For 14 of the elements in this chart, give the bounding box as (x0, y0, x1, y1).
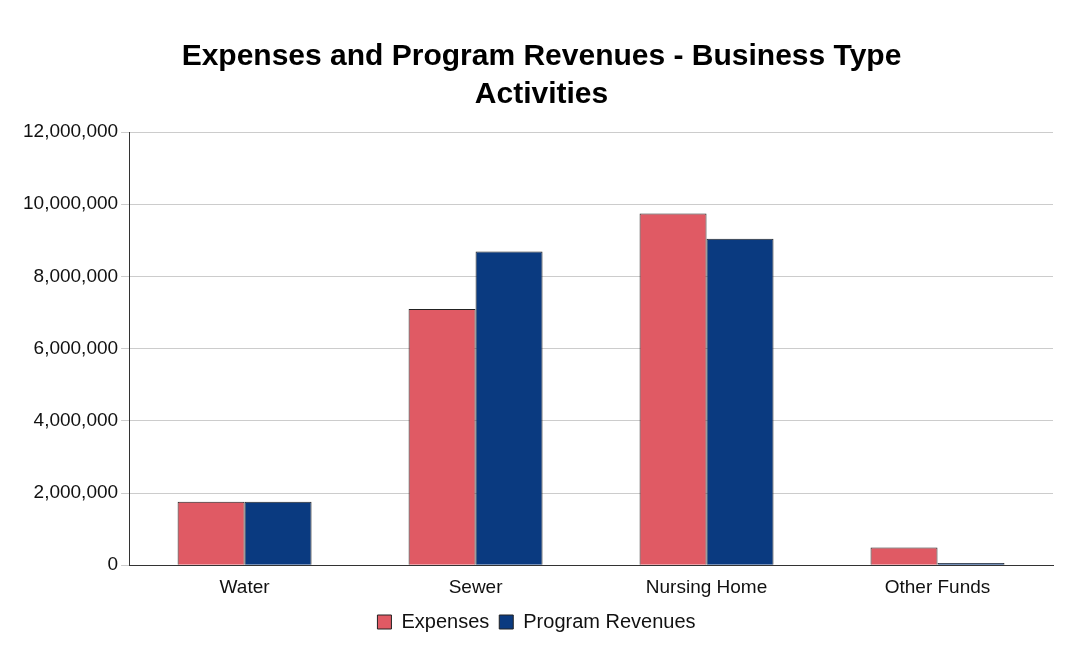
x-tick-label: Water (219, 575, 271, 597)
legend-label: Program Revenues (523, 609, 696, 632)
y-tick-label: 4,000,000 (33, 409, 119, 431)
y-tick-label: 12,000,000 (23, 120, 119, 142)
chart-title: Expenses and Program Revenues - Business Type Activities (180, 37, 903, 111)
x-tick-label: Sewer (448, 575, 504, 597)
y-tick-label: 8,000,000 (33, 264, 119, 286)
y-tick-label: 0 (107, 553, 119, 575)
x-tick-label: Other Funds (884, 575, 991, 597)
x-tick-label: Nursing Home (645, 575, 768, 597)
y-tick-label: 6,000,000 (33, 336, 119, 358)
y-tick-label: 2,000,000 (33, 481, 119, 503)
legend-label: Expenses (401, 609, 490, 632)
y-tick-label: 10,000,000 (23, 192, 119, 214)
